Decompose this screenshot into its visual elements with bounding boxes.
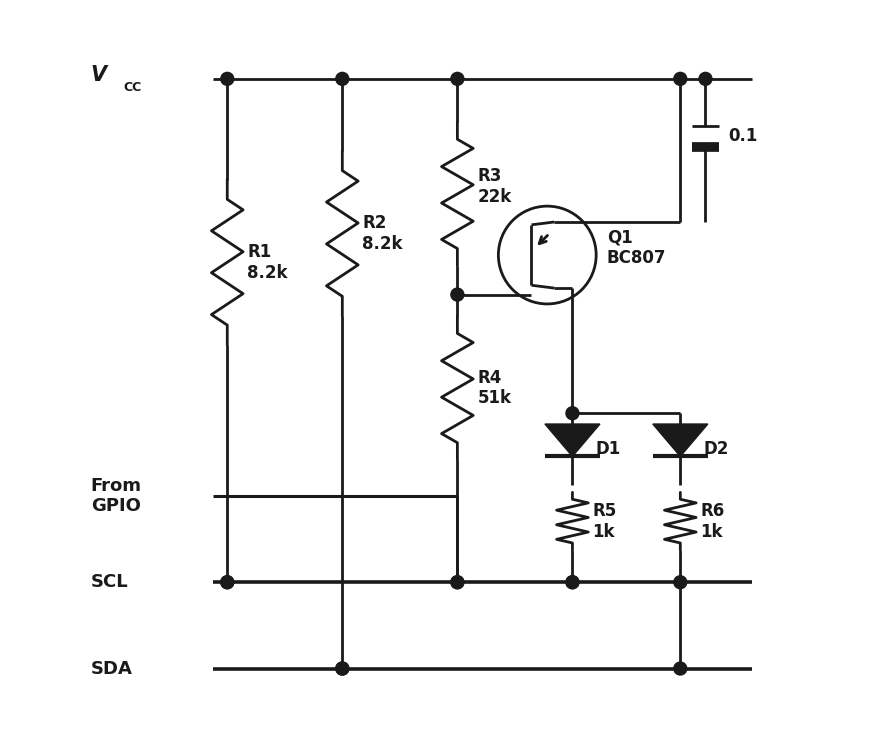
Text: R4
51k: R4 51k	[478, 369, 511, 408]
Circle shape	[221, 575, 234, 589]
Text: CC: CC	[123, 81, 141, 94]
Circle shape	[221, 575, 234, 589]
Circle shape	[566, 575, 579, 589]
Text: R5
1k: R5 1k	[593, 501, 617, 540]
Text: SCL: SCL	[90, 573, 128, 592]
Text: Q1
BC807: Q1 BC807	[607, 229, 666, 268]
Circle shape	[566, 575, 579, 589]
Circle shape	[451, 73, 464, 85]
Text: From
GPIO: From GPIO	[90, 476, 142, 515]
Circle shape	[336, 662, 349, 675]
Circle shape	[221, 73, 234, 85]
Text: D1: D1	[595, 441, 621, 458]
Text: R6
1k: R6 1k	[701, 501, 725, 540]
Circle shape	[451, 575, 464, 589]
Circle shape	[336, 73, 349, 85]
Circle shape	[566, 407, 579, 420]
Text: 0.1: 0.1	[727, 128, 758, 145]
Text: SDA: SDA	[90, 660, 133, 677]
Circle shape	[451, 575, 464, 589]
Circle shape	[674, 575, 687, 589]
Text: R3
22k: R3 22k	[478, 167, 512, 206]
Text: D2: D2	[703, 441, 728, 458]
Circle shape	[674, 73, 687, 85]
Text: R1
8.2k: R1 8.2k	[247, 243, 288, 281]
Circle shape	[336, 662, 349, 675]
Polygon shape	[545, 424, 600, 457]
Circle shape	[674, 662, 687, 675]
Polygon shape	[653, 424, 708, 457]
Circle shape	[699, 73, 712, 85]
Circle shape	[451, 288, 464, 301]
Text: V: V	[90, 65, 106, 85]
Text: R2
8.2k: R2 8.2k	[362, 214, 403, 253]
